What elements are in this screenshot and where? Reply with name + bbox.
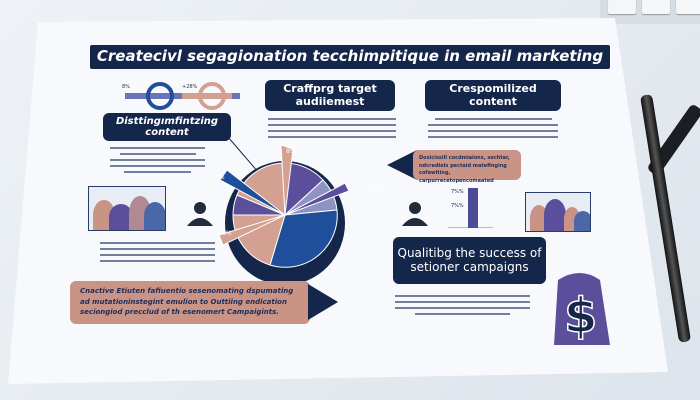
personalized-content-box: Crespomilized content (425, 80, 561, 111)
pie-label: 8% (222, 230, 232, 237)
people-photo (525, 192, 591, 232)
pie-label: 8% (215, 174, 225, 181)
callout-arrow (387, 150, 417, 180)
svg-text:$: $ (564, 288, 597, 344)
person-icon (402, 202, 428, 226)
ring-label: +28% (182, 84, 198, 90)
bar-label: 7%% (451, 189, 464, 195)
paragraph-lines (268, 114, 396, 142)
paragraph-lines (110, 143, 205, 177)
infographic-title: Createcivl segagionation tecchimpitique … (90, 45, 610, 69)
bottom-callout: Cnactive Etiuten fafiuentio sesenomating… (70, 281, 310, 324)
people-photo (88, 186, 166, 231)
bar-chart: 7%% 7%% (448, 186, 493, 228)
paragraph-lines (395, 291, 530, 319)
right-callout: Dosicissill cocdmiaions, sechtar, ndcred… (413, 150, 521, 184)
target-audience-box: Craffprg target audiiemest (265, 80, 395, 111)
paragraph-lines (100, 238, 215, 266)
pie-chart: 8% 8% 8% 8% (215, 136, 380, 285)
bar (468, 188, 478, 228)
ring-label: 8% (122, 84, 130, 90)
callout-arrow (308, 284, 338, 320)
dollar-icon: $ (554, 273, 610, 345)
paragraph-lines (428, 114, 558, 142)
pie-label: 8% (370, 185, 380, 192)
ring-progress-graphic: 8% +28% (122, 82, 240, 110)
success-box: Qualitibg the success of setioner campai… (393, 237, 546, 284)
person-icon (187, 202, 213, 226)
pie-label: 8% (286, 148, 296, 155)
bar-label: 7%% (451, 203, 464, 209)
keyboard (600, 0, 700, 24)
distinguishing-content-box: Disttingımfintzing content (103, 113, 231, 141)
